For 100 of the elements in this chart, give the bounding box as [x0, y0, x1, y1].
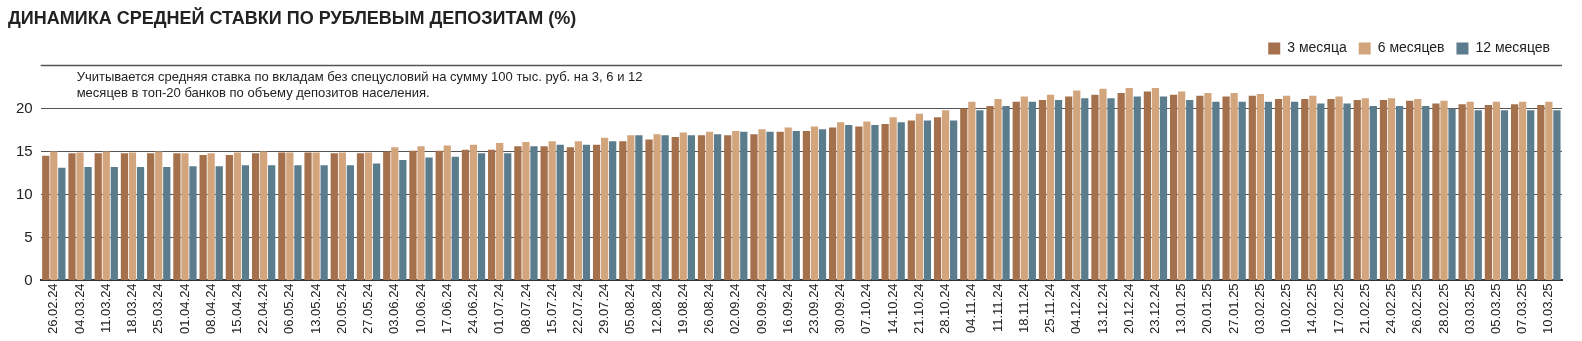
- bar: [1379, 99, 1388, 280]
- y-tick-label: 10: [16, 184, 33, 202]
- bar: [356, 153, 365, 280]
- x-tick-label: 15.07.24: [543, 283, 559, 335]
- x-tick-label: 01.04.24: [176, 283, 192, 335]
- bar: [941, 110, 950, 280]
- bar: [364, 152, 373, 280]
- bar: [855, 126, 863, 280]
- bar: [889, 117, 897, 280]
- x-tick-label: 11.11.24: [989, 283, 1005, 333]
- bar: [1091, 94, 1099, 280]
- bar: [976, 110, 984, 280]
- bar: [1484, 105, 1492, 280]
- bar: [469, 144, 478, 280]
- bar: [1170, 94, 1178, 280]
- bar: [241, 165, 250, 280]
- x-tick-label: 21.10.24: [910, 283, 926, 335]
- bar: [915, 113, 923, 280]
- bar: [1081, 98, 1089, 280]
- bar: [1178, 91, 1186, 280]
- bar: [697, 135, 706, 280]
- bar: [1274, 99, 1283, 280]
- bar: [592, 144, 601, 280]
- x-tick-label: 06.05.24: [281, 283, 297, 335]
- bar: [94, 153, 102, 280]
- bar: [1335, 96, 1343, 280]
- bar: [1073, 90, 1081, 280]
- bar: [435, 150, 443, 280]
- bar: [732, 130, 740, 280]
- x-tick-label: 13.01.25: [1173, 283, 1189, 335]
- bar: [163, 166, 171, 280]
- legend-label: 12 месяцев: [1475, 39, 1551, 56]
- bar: [871, 124, 879, 280]
- bar: [496, 142, 504, 280]
- bar: [776, 131, 784, 280]
- bar: [635, 135, 643, 280]
- bar: [1012, 101, 1020, 280]
- x-tick-label: 08.04.24: [202, 283, 218, 335]
- bar: [837, 122, 845, 280]
- x-tick-label: 27.05.24: [360, 283, 376, 335]
- bar: [960, 108, 968, 280]
- bar: [1309, 95, 1317, 280]
- x-tick-label: 13.05.24: [307, 283, 323, 335]
- bar: [1143, 91, 1152, 280]
- legend-label: 3 месяца: [1287, 39, 1347, 56]
- x-tick-label: 23.12.24: [1147, 283, 1163, 335]
- bar: [488, 149, 496, 280]
- x-tick-label: 08.07.24: [517, 283, 533, 335]
- bar: [671, 136, 679, 280]
- bar: [76, 152, 84, 280]
- bar: [50, 151, 58, 280]
- bar: [1186, 99, 1194, 280]
- bar: [1414, 99, 1422, 280]
- bar: [1317, 103, 1325, 280]
- bar: [540, 146, 548, 280]
- bar: [84, 166, 92, 280]
- bar: [304, 152, 312, 280]
- y-tick-label: 15: [16, 141, 33, 159]
- bar: [863, 121, 871, 280]
- bar: [609, 141, 617, 280]
- x-tick-label: 04.12.24: [1068, 283, 1084, 335]
- bar: [1327, 99, 1335, 280]
- bar: [312, 152, 320, 280]
- bar: [758, 129, 766, 280]
- bar: [173, 153, 181, 280]
- x-tick-label: 22.07.24: [569, 283, 585, 335]
- x-tick-label: 13.12.24: [1094, 283, 1110, 335]
- x-tick-label: 14.02.25: [1304, 283, 1320, 335]
- bar: [522, 142, 530, 280]
- bar: [425, 157, 433, 280]
- bar: [1369, 105, 1377, 280]
- bar: [1117, 93, 1125, 280]
- x-tick-label: 05.03.25: [1488, 283, 1503, 335]
- bar: [155, 151, 163, 280]
- x-tick-label: 14.10.24: [884, 283, 900, 335]
- bar: [1099, 88, 1107, 280]
- bar: [1519, 101, 1527, 280]
- x-tick-label: 24.06.24: [465, 283, 481, 335]
- x-tick-label: 26.02.24: [45, 283, 61, 335]
- bar: [645, 139, 653, 280]
- x-tick-label: 09.09.24: [753, 283, 769, 335]
- bar: [1264, 101, 1273, 280]
- x-tick-label: 20.05.24: [333, 283, 349, 335]
- bar: [574, 141, 583, 280]
- bar: [881, 124, 889, 280]
- bar: [1406, 100, 1414, 280]
- bar: [1238, 101, 1246, 280]
- bar: [1474, 110, 1482, 280]
- x-tick-label: 19.08.24: [674, 283, 690, 335]
- bar: [1212, 101, 1220, 280]
- bar: [1553, 110, 1561, 280]
- bar: [1159, 96, 1168, 280]
- x-tick-label: 21.02.25: [1356, 283, 1372, 335]
- bar: [215, 166, 223, 280]
- bar: [923, 120, 932, 280]
- x-tick-label: 12.08.24: [648, 283, 664, 335]
- x-tick-label: 10.03.25: [1540, 283, 1556, 335]
- annotation: Учитывается средняя ставка по вкладам без спецусловий на сумму 100 тыс. руб. на 3, 6 и 12 месяцев в топ-20 банков по объему депозитов населения.: [76, 68, 643, 100]
- bar: [1107, 98, 1115, 280]
- bar: [601, 137, 609, 280]
